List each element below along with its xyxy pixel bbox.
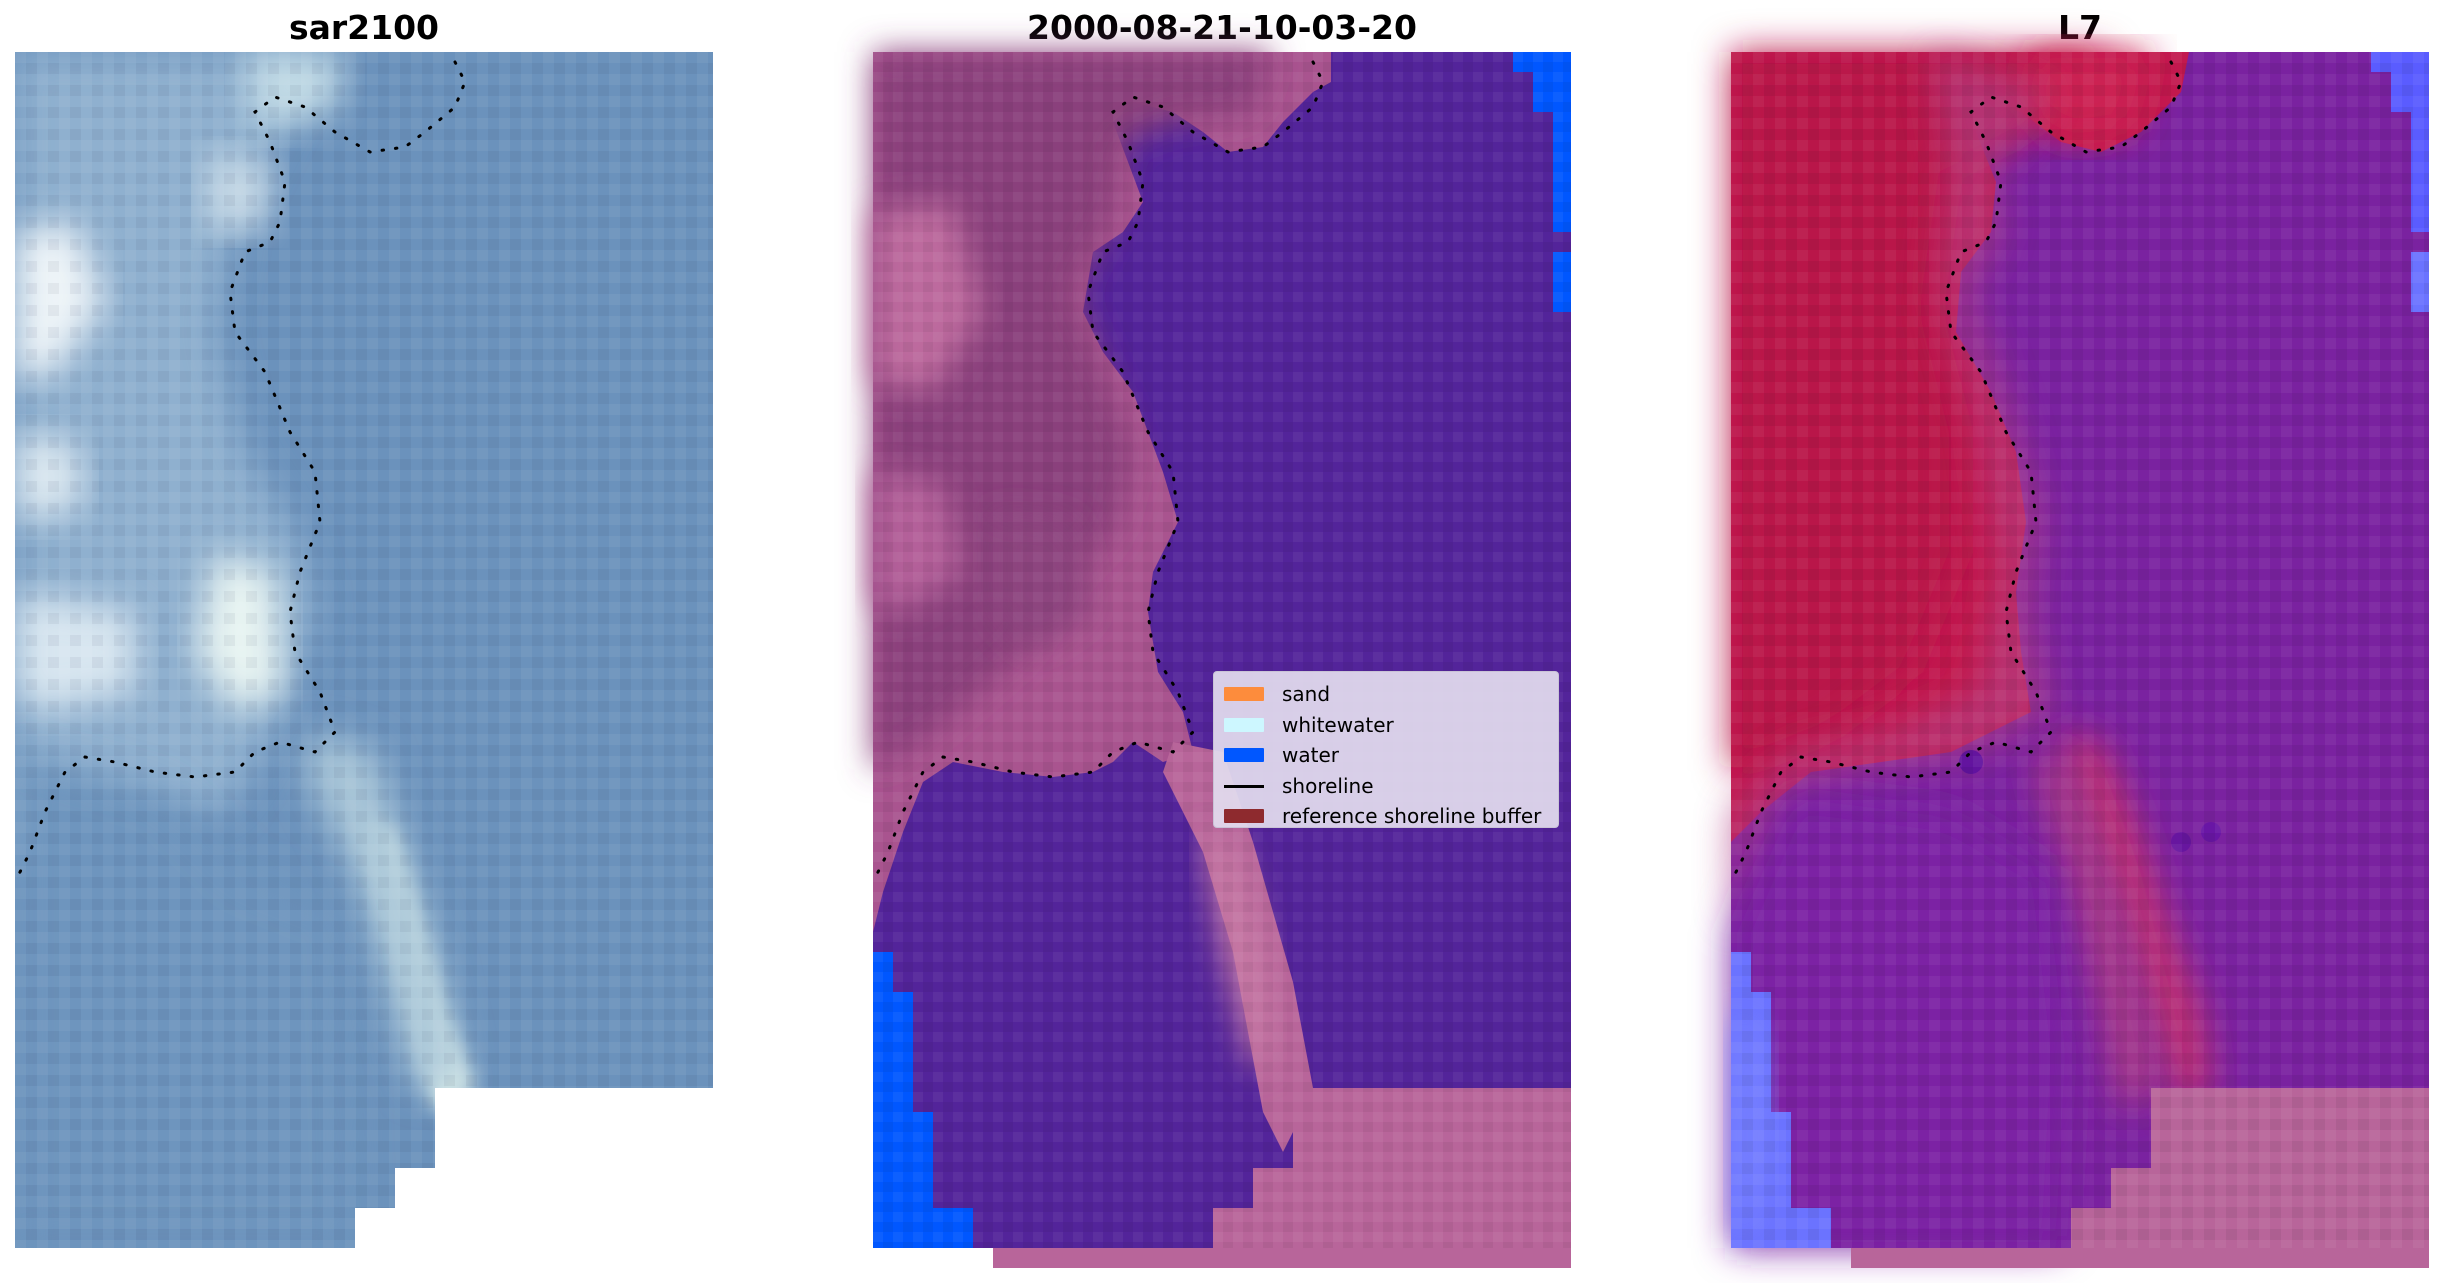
legend-label: shoreline bbox=[1282, 773, 1374, 798]
legend-label: sand bbox=[1282, 682, 1331, 706]
legend-item-sand: sand bbox=[1224, 679, 1558, 710]
panel-title-sar2100: sar2100 bbox=[288, 8, 440, 47]
legend: sand whitewater water shoreline referenc… bbox=[1213, 671, 1559, 828]
panel-image-index bbox=[1729, 52, 2429, 1268]
legend-swatch-water bbox=[1224, 748, 1264, 762]
panel-title-l7: L7 bbox=[2058, 8, 2102, 47]
legend-item-water: water bbox=[1224, 740, 1558, 771]
legend-label: reference shoreline buffer bbox=[1282, 804, 1542, 828]
panel-image-rgb bbox=[13, 52, 713, 1248]
legend-swatch-sand bbox=[1224, 687, 1264, 701]
panel-title-date: 2000-08-21-10-03-20 bbox=[1027, 8, 1417, 47]
legend-line-shoreline bbox=[1224, 784, 1264, 788]
panel-image-classification bbox=[871, 52, 1571, 1268]
legend-item-whitewater: whitewater bbox=[1224, 710, 1558, 741]
legend-swatch-reference-buffer bbox=[1224, 809, 1264, 823]
legend-swatch-whitewater bbox=[1224, 717, 1264, 732]
legend-label: whitewater bbox=[1282, 712, 1394, 737]
legend-item-shoreline: shoreline bbox=[1224, 771, 1558, 802]
legend-label: water bbox=[1282, 743, 1339, 767]
legend-item-reference-buffer: reference shoreline buffer bbox=[1224, 801, 1558, 832]
